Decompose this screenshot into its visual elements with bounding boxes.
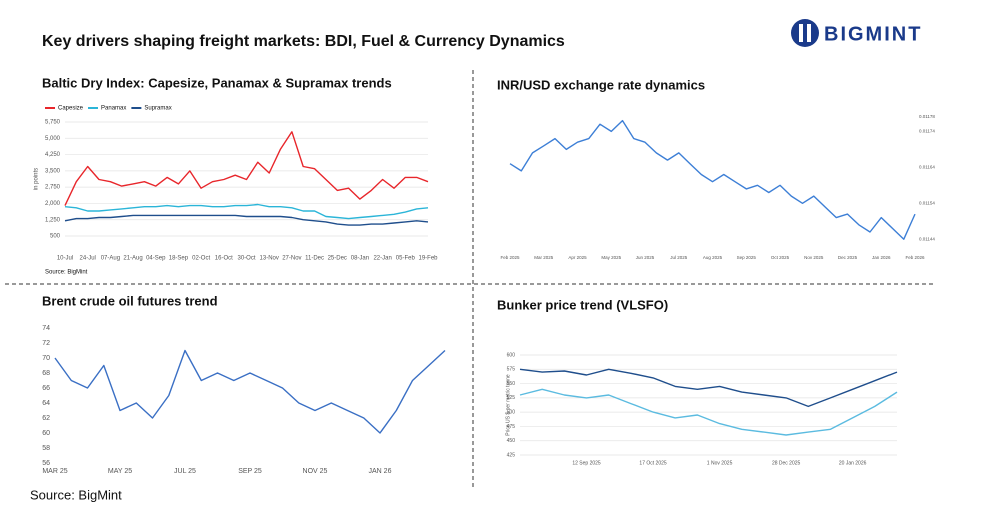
x-tick-label: 28 Dec 2025 <box>772 460 801 466</box>
y-tick-label: 550 <box>507 381 516 387</box>
x-tick-label: Jan 2026 <box>872 255 891 260</box>
x-tick-label: 24-Jul <box>80 256 96 262</box>
y-tick-label: 70 <box>42 355 50 362</box>
x-tick-label: May 2025 <box>601 255 621 260</box>
x-tick-label: SEP 25 <box>238 468 262 475</box>
x-tick-label: 20 Jan 2026 <box>839 460 867 466</box>
y-tick-label: 2,750 <box>45 185 61 191</box>
y-tick-label: 500 <box>507 409 516 415</box>
x-tick-label: 21-Aug <box>123 256 142 262</box>
y-tick-label: 0.01154 <box>919 200 935 205</box>
page-title: Key drivers shaping freight markets: BDI… <box>42 33 565 50</box>
series-line <box>64 214 429 226</box>
x-tick-label: MAY 25 <box>108 468 132 475</box>
y-tick-label: 600 <box>507 352 516 358</box>
y-tick-label: 60 <box>42 430 50 437</box>
chart-note: Source: BigMint <box>45 270 88 276</box>
x-tick-label: 16-Oct <box>215 256 233 262</box>
x-tick-label: Jul 2025 <box>670 255 688 260</box>
x-tick-label: NOV 25 <box>303 468 328 475</box>
x-tick-label: Apr 2025 <box>568 255 587 260</box>
x-tick-label: Feb 2026 <box>905 255 925 260</box>
chart-title: Brent crude oil futures trend <box>42 293 218 308</box>
x-tick-label: 08-Jan <box>351 256 369 262</box>
y-tick-label: 56 <box>42 460 50 467</box>
y-tick-label: 0.01174 <box>919 129 935 134</box>
x-tick-label: 04-Sep <box>146 256 166 262</box>
x-tick-label: 11-Dec <box>305 256 324 262</box>
y-tick-label: 425 <box>507 452 516 458</box>
y-tick-label: 64 <box>42 400 50 407</box>
series-line <box>64 203 429 220</box>
y-tick-label: 68 <box>42 370 50 377</box>
y-tick-label: 66 <box>42 385 50 392</box>
y-tick-label: 5,750 <box>45 120 61 126</box>
series-line <box>509 119 916 240</box>
x-tick-label: Aug 2025 <box>703 255 723 260</box>
chart-title: Baltic Dry Index: Capesize, Panamax & Su… <box>42 75 392 90</box>
chart-title: INR/USD exchange rate dynamics <box>497 77 705 92</box>
x-tick-label: 12 Sep 2025 <box>572 460 601 466</box>
x-tick-label: MAR 25 <box>42 468 67 475</box>
y-tick-label: 500 <box>50 234 61 240</box>
x-tick-label: 19-Feb <box>418 256 438 262</box>
x-tick-label: 22-Jan <box>373 256 391 262</box>
series-line <box>519 368 898 408</box>
legend-label: Panamax <box>101 106 126 112</box>
legend-label: Capesize <box>58 106 84 112</box>
y-tick-label: 4,250 <box>45 152 61 158</box>
y-tick-label: 575 <box>507 367 516 373</box>
y-tick-label: 3,500 <box>45 168 61 174</box>
x-tick-label: 25-Dec <box>328 256 347 262</box>
x-tick-label: Nov 2025 <box>804 255 824 260</box>
x-tick-label: 1 Nov 2025 <box>707 460 733 466</box>
chart-title: Bunker price trend (VLSFO) <box>497 297 668 312</box>
series-line <box>519 388 898 436</box>
y-tick-label: 0.01178 <box>919 114 935 119</box>
legend-label: Supramax <box>144 106 171 112</box>
series-line <box>54 349 446 434</box>
logo-text: BIGMINT <box>824 23 922 45</box>
x-tick-label: Feb 2025 <box>500 255 520 260</box>
x-tick-label: 10-Jul <box>57 256 73 262</box>
x-tick-label: 17 Oct 2025 <box>639 460 666 466</box>
y-tick-label: 62 <box>42 415 50 422</box>
x-tick-label: 18-Sep <box>169 256 189 262</box>
x-tick-label: 13-Nov <box>260 256 279 262</box>
y-axis-label: in points <box>34 168 40 190</box>
logo-icon-bar <box>799 24 803 42</box>
y-axis-label: Price US $ per metric tonne <box>505 374 511 436</box>
y-tick-label: 72 <box>42 340 50 347</box>
x-tick-label: Oct 2025 <box>771 255 790 260</box>
x-tick-label: Dec 2025 <box>838 255 858 260</box>
y-tick-label: 2,000 <box>45 201 61 207</box>
y-tick-label: 5,000 <box>45 136 61 142</box>
x-tick-label: Sep 2025 <box>737 255 757 260</box>
x-tick-label: JUL 25 <box>174 468 196 475</box>
y-tick-label: 74 <box>42 325 50 332</box>
y-tick-label: 475 <box>507 424 516 430</box>
y-tick-label: 450 <box>507 438 516 444</box>
x-tick-label: Mar 2025 <box>534 255 554 260</box>
x-tick-label: JAN 26 <box>369 468 392 475</box>
y-tick-label: 0.01164 <box>919 165 935 170</box>
x-tick-label: 02-Oct <box>192 256 210 262</box>
x-tick-label: Jun 2025 <box>636 255 655 260</box>
y-tick-label: 525 <box>507 395 516 401</box>
x-tick-label: 05-Feb <box>396 256 416 262</box>
source: Source: BigMint <box>30 487 122 502</box>
y-tick-label: 0.01144 <box>919 236 935 241</box>
y-tick-label: 1,250 <box>45 217 61 223</box>
series-line <box>64 131 429 206</box>
logo-icon <box>791 19 819 47</box>
x-tick-label: 30-Oct <box>237 256 255 262</box>
y-tick-label: 58 <box>42 445 50 452</box>
logo: BIGMINT <box>791 19 922 47</box>
x-tick-label: 07-Aug <box>101 256 120 262</box>
logo-icon-bar <box>807 24 811 42</box>
x-tick-label: 27-Nov <box>282 256 301 262</box>
